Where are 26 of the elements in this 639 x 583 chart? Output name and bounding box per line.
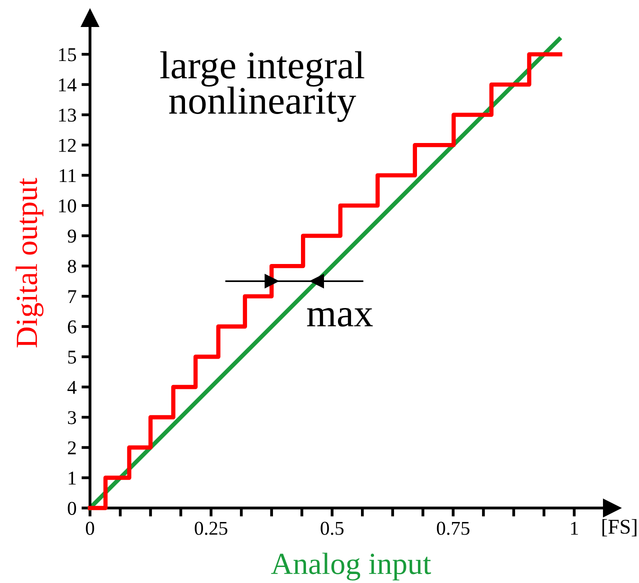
x-tick-label: 0.75: [436, 522, 470, 535]
y-tick-label: 13: [59, 108, 76, 122]
annotation: max: [307, 308, 373, 327]
x-tick-label: 0.5: [320, 522, 344, 535]
x-tick-label: 0.25: [194, 522, 228, 535]
y-tick-label: 1: [68, 472, 76, 484]
annotation: large integral nonlinearity: [160, 51, 364, 122]
y-tick-label: 6: [68, 320, 76, 334]
y-tick-label: 14: [59, 78, 76, 92]
y-tick-label: 11: [60, 169, 76, 182]
y-tick-label: 7: [68, 290, 76, 304]
y-tick-label: 9: [68, 230, 76, 243]
y-tick-label: 8: [68, 260, 76, 273]
x-tick-label: 1: [571, 522, 578, 535]
text: [FS]: [602, 519, 636, 536]
x-axis-title: Analog input: [271, 552, 432, 581]
y-tick-label: 10: [59, 199, 76, 212]
y-tick-label: 0: [68, 502, 76, 515]
y-tick-label: 2: [68, 441, 76, 454]
y-axis-title: Digital output: [16, 178, 44, 348]
y-tick-label: 15: [59, 48, 76, 62]
y-tick-label: 3: [68, 411, 76, 424]
y-tick-label: 12: [59, 138, 76, 152]
y-tick-label: 4: [67, 380, 76, 394]
x-tick-label: 0: [86, 522, 94, 535]
y-tick-label: 5: [68, 350, 76, 364]
